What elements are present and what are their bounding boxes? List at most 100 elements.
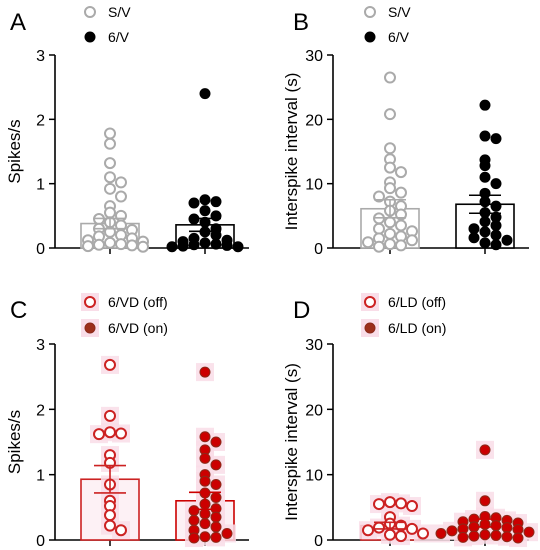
panel-d-point: [512, 532, 524, 544]
panel-c-legend-label: 6/VD (off): [108, 294, 168, 310]
panel-a-point: [115, 238, 127, 251]
panel-d-point: [457, 531, 469, 543]
panel-a-point: [93, 238, 105, 251]
panel-d-point: [468, 530, 480, 542]
panel-c-point: [104, 409, 116, 422]
panel-b-legend-label: 6/V: [388, 29, 410, 45]
panel-c-legend-marker: [84, 296, 96, 308]
panel-d-point: [446, 525, 458, 537]
panel-a-point: [115, 209, 127, 222]
panel-a-point: [104, 157, 116, 170]
panel-a-point: [104, 182, 116, 195]
panel-b-point: [479, 130, 491, 142]
panel-a-ytick-label: 3: [36, 48, 45, 65]
panel-b-legend-label: S/V: [388, 4, 411, 20]
panel-c-point: [104, 509, 116, 522]
panel-b-point: [490, 239, 502, 251]
panel-b-point: [384, 71, 396, 84]
panel-c-point: [115, 427, 127, 440]
panel-c-point: [199, 366, 211, 378]
panel-b-point: [479, 171, 491, 183]
panel-d-point: [490, 520, 502, 532]
panel-b-point: [479, 216, 491, 228]
panel-b-point: [395, 239, 407, 252]
panel-b-point: [468, 223, 480, 235]
panel-a-legend-marker: [84, 6, 96, 18]
panel-c-point: [188, 505, 200, 517]
panel-b-legend-marker: [364, 6, 376, 18]
panel-d-ytick-label: 30: [305, 337, 323, 354]
panel-c-ylabel: Spikes/s: [5, 410, 24, 474]
panel-b-point: [395, 219, 407, 232]
panel-a-point: [199, 237, 211, 249]
panel-a-point: [166, 241, 178, 253]
panel-a-point: [210, 196, 222, 208]
panel-b-point: [384, 161, 396, 174]
panel-b-point: [490, 200, 502, 212]
panel-b-legend-marker: [364, 31, 376, 43]
panel-d-point: [479, 529, 491, 541]
panel-d-legend-marker: [364, 296, 376, 308]
panel-c-point: [188, 532, 200, 544]
panel-a-point: [115, 176, 127, 189]
panel-a-point: [221, 239, 233, 251]
panel-b-point: [395, 166, 407, 179]
panel-a-point: [126, 239, 138, 252]
panel-d-point: [417, 527, 429, 540]
panel-b-point: [384, 216, 396, 229]
panel-d-point: [523, 526, 535, 538]
panel-d-point: [406, 500, 418, 513]
panel-c-point: [104, 358, 116, 371]
panel-d-point: [501, 522, 513, 534]
panel-b-point: [373, 222, 385, 235]
panel-b-point: [384, 182, 396, 195]
panel-b-point: [468, 232, 480, 244]
panel-b-point: [384, 238, 396, 251]
panel-c-ytick-label: 2: [36, 402, 45, 419]
panel-b-point: [406, 234, 418, 247]
panel-b-point: [479, 99, 491, 111]
panel-d-point: [490, 529, 502, 541]
panel-c-letter: C: [10, 297, 27, 324]
panel-c-ytick-label: 3: [36, 337, 45, 354]
panel-b-point: [490, 229, 502, 241]
panel-b-point: [384, 142, 396, 155]
panel-b-point: [479, 237, 491, 249]
panel-a-letter: A: [10, 9, 26, 36]
panel-b-ytick-label: 20: [305, 112, 323, 129]
panel-a-point: [104, 206, 116, 219]
panel-c-point: [199, 452, 211, 464]
panel-a-point: [104, 236, 116, 249]
panel-b-point: [490, 178, 502, 190]
panel-c-point: [199, 475, 211, 487]
panel-c-ytick-label: 1: [36, 468, 45, 485]
panel-d-point: [435, 527, 447, 539]
panel-a-point: [199, 88, 211, 100]
panel-d-point: [373, 521, 385, 534]
panel-c-point: [199, 531, 211, 543]
panel-d-legend-marker: [364, 322, 376, 334]
panel-a-point: [137, 240, 149, 253]
panel-a-point: [104, 171, 116, 184]
panel-b-point: [373, 240, 385, 253]
panel-b-point: [362, 236, 374, 249]
panel-c-point: [210, 492, 222, 504]
panel-b-ytick-label: 30: [305, 48, 323, 65]
panel-d-point: [362, 524, 374, 537]
panel-a-ytick-label: 2: [36, 112, 45, 129]
panel-c-point: [210, 511, 222, 523]
panel-c-point: [210, 531, 222, 543]
panel-b-ylabel: Interspike interval (s): [282, 73, 301, 231]
panel-a-point: [188, 239, 200, 251]
panel-d-point: [395, 497, 407, 510]
panel-d-ytick-label: 20: [305, 402, 323, 419]
panel-d-point: [479, 495, 491, 507]
panel-c-ytick-label: 0: [36, 533, 45, 550]
panel-a-point: [104, 127, 116, 140]
panel-c-point: [104, 426, 116, 439]
panel-b-point: [490, 219, 502, 231]
panel-a-point: [104, 137, 116, 150]
panel-d-point: [479, 444, 491, 456]
panel-c-point: [93, 428, 105, 441]
